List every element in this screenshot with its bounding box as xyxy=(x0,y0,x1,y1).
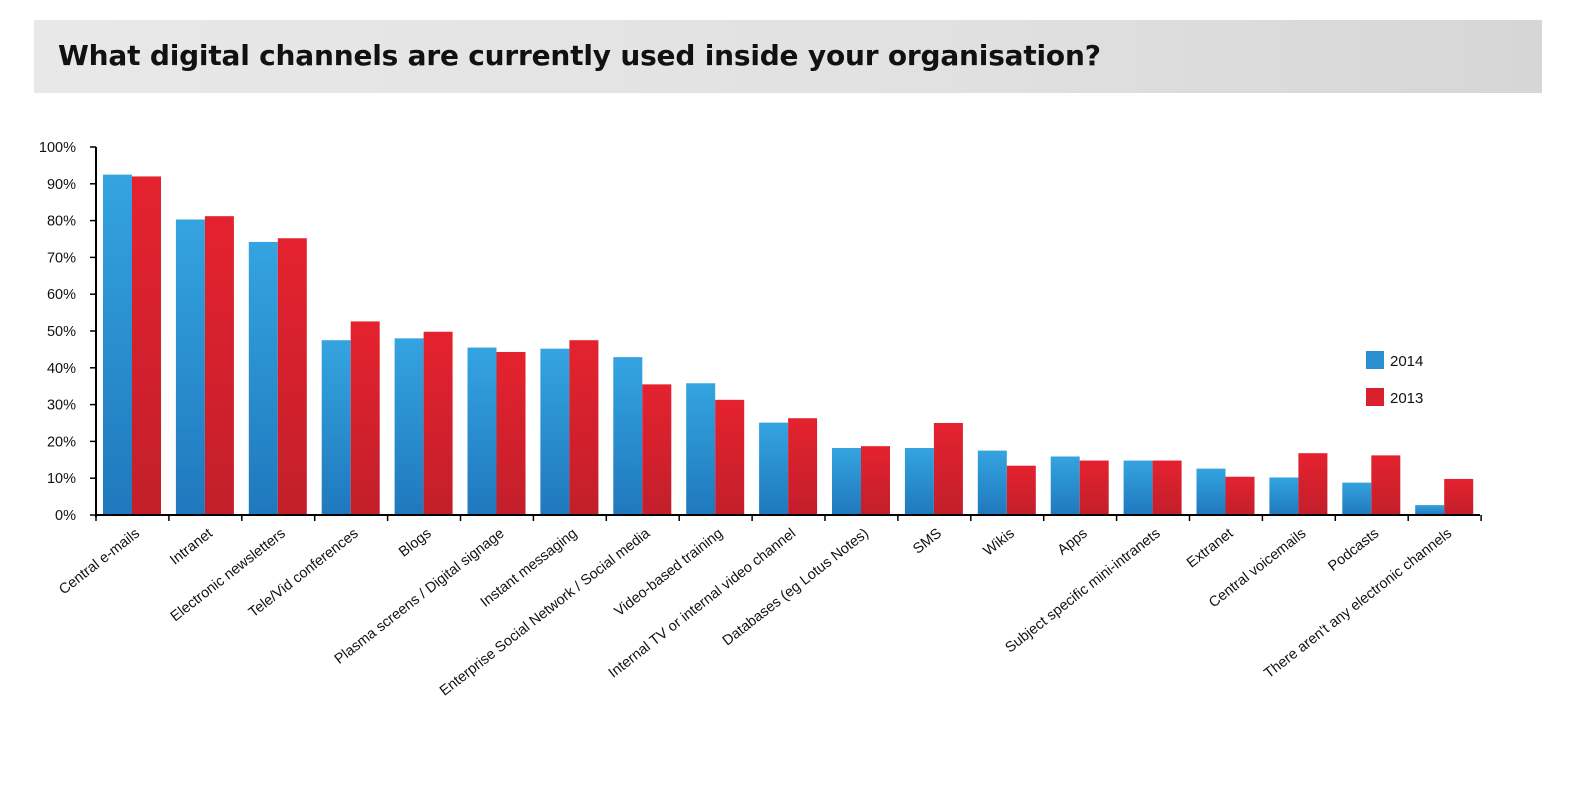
bar-2014 xyxy=(1342,482,1372,515)
bar-2014 xyxy=(540,348,570,515)
x-category-label: Subject specific mini-intranets xyxy=(1003,526,1164,657)
bar-2014 xyxy=(613,357,643,515)
bar-2014 xyxy=(394,338,424,515)
x-category-label: Extranet xyxy=(1184,526,1236,572)
y-tick-label: 0% xyxy=(55,508,76,524)
y-tick-label: 50% xyxy=(47,324,76,340)
y-tick-label: 30% xyxy=(47,398,76,414)
bar-2014 xyxy=(1415,505,1445,515)
bar-2014 xyxy=(977,450,1007,515)
y-tick-label: 70% xyxy=(47,250,76,266)
bar-2014 xyxy=(467,347,497,515)
bar-2013 xyxy=(1371,455,1401,515)
x-category-label: Central e-mails xyxy=(56,526,143,599)
legend-label-2014: 2014 xyxy=(1390,353,1423,370)
bar-2013 xyxy=(132,176,161,515)
bar-2013 xyxy=(715,399,745,515)
x-category-label: Blogs xyxy=(396,526,434,561)
x-category-label: Podcasts xyxy=(1325,526,1382,575)
bar-2013 xyxy=(423,331,453,515)
legend-label-2013: 2013 xyxy=(1390,390,1423,407)
bar-2013 xyxy=(861,446,890,515)
x-category-label: Databases (eg Lotus Notes) xyxy=(720,526,872,650)
x-category-label: SMS xyxy=(910,526,945,558)
legend-swatch-2013 xyxy=(1366,388,1384,406)
bar-2014 xyxy=(248,241,278,515)
bar-2014 xyxy=(686,383,716,515)
bar-2013 xyxy=(1444,478,1474,515)
legend-swatch-2014 xyxy=(1366,351,1384,369)
bars xyxy=(103,174,1474,515)
bar-2013 xyxy=(350,321,380,515)
y-axis: 0% 10% 20% 30% 40% 50% 60% 70% 80% 90% 100% xyxy=(39,140,97,524)
y-tick-label: 80% xyxy=(47,214,76,230)
bar-2013 xyxy=(496,351,526,515)
bar-2013 xyxy=(1298,453,1328,515)
y-tick-label: 60% xyxy=(47,287,76,303)
bar-2014 xyxy=(1050,456,1080,515)
bar-2013 xyxy=(204,216,234,515)
bar-2014 xyxy=(103,174,132,515)
bar-2013 xyxy=(933,423,963,515)
y-tick-label: 20% xyxy=(47,434,76,450)
bar-2013 xyxy=(642,384,672,515)
bar-2014 xyxy=(1196,468,1226,515)
x-category-label: Apps xyxy=(1055,526,1091,559)
bar-2014 xyxy=(321,340,351,515)
bar-2014 xyxy=(1123,460,1153,515)
legend: 2014 2013 xyxy=(1366,351,1423,407)
bar-2013 xyxy=(277,238,307,515)
bar-2013 xyxy=(1079,460,1109,515)
bar-2014 xyxy=(832,448,861,515)
bar-2013 xyxy=(788,418,818,515)
chart-title: What digital channels are currently used… xyxy=(58,39,1101,72)
y-tick-label: 40% xyxy=(47,361,76,377)
bar-2013 xyxy=(1152,460,1182,515)
bar-2014 xyxy=(175,219,205,515)
bar-2014 xyxy=(904,448,934,515)
x-category-label: Wikis xyxy=(981,526,1018,560)
bar-2014 xyxy=(1269,477,1299,515)
y-tick-label: 10% xyxy=(47,471,76,487)
bar-2013 xyxy=(1006,465,1036,515)
x-category-label: Intranet xyxy=(167,526,216,569)
bar-2013 xyxy=(569,340,599,515)
y-tick-label: 90% xyxy=(47,177,76,193)
bar-2014 xyxy=(759,422,789,515)
y-tick-label: 100% xyxy=(39,140,76,156)
title-banner: What digital channels are currently used… xyxy=(34,20,1542,93)
bar-2013 xyxy=(1225,476,1255,515)
